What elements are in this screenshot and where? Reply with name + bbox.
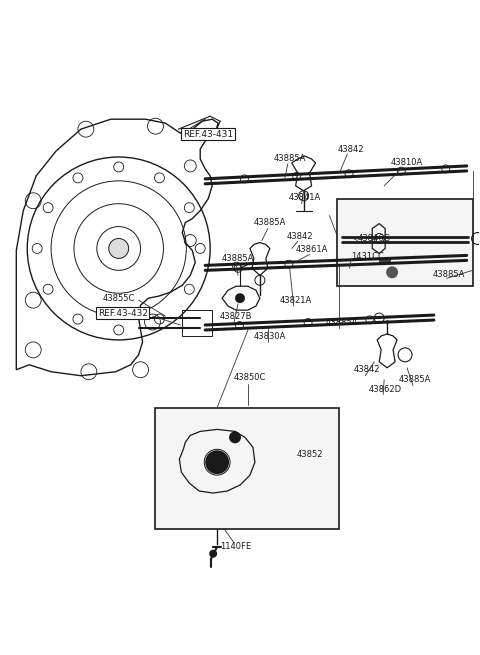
Circle shape (240, 175, 249, 183)
Circle shape (345, 170, 353, 178)
Text: 43821A: 43821A (279, 295, 312, 305)
Text: 43861A: 43861A (295, 245, 328, 254)
Text: 43885A: 43885A (432, 270, 465, 279)
Circle shape (293, 172, 300, 180)
Text: 43846G: 43846G (357, 234, 390, 243)
Circle shape (374, 234, 384, 244)
Circle shape (205, 450, 229, 474)
Circle shape (209, 550, 217, 557)
Circle shape (109, 238, 129, 259)
Text: 43885A: 43885A (274, 155, 306, 164)
Text: 43885A: 43885A (222, 254, 254, 263)
Circle shape (304, 318, 312, 326)
Bar (337, 198, 473, 286)
Text: 43842: 43842 (354, 365, 381, 374)
Text: 43842: 43842 (338, 145, 365, 153)
Text: 1140FE: 1140FE (220, 542, 252, 552)
Circle shape (285, 260, 293, 268)
Text: 43885A: 43885A (325, 318, 358, 327)
Text: 1431CC: 1431CC (351, 252, 384, 261)
Text: 43852: 43852 (296, 450, 323, 458)
Circle shape (236, 322, 243, 329)
Text: 43885A: 43885A (253, 218, 286, 227)
Text: 43830A: 43830A (253, 333, 286, 341)
Text: 43827B: 43827B (220, 312, 252, 320)
Text: 43850C: 43850C (234, 373, 266, 383)
Bar (379, 259, 391, 265)
Text: 43855C: 43855C (103, 293, 135, 303)
Circle shape (405, 255, 413, 263)
Text: 43810A: 43810A (391, 159, 423, 168)
Circle shape (235, 293, 245, 303)
Circle shape (442, 165, 450, 173)
Circle shape (366, 316, 374, 324)
Text: 43885A: 43885A (399, 375, 431, 384)
Text: REF.43-432: REF.43-432 (98, 309, 148, 318)
Circle shape (397, 167, 405, 175)
Text: 43842: 43842 (287, 232, 313, 241)
Circle shape (233, 262, 240, 270)
Circle shape (386, 267, 398, 278)
Text: 43841A: 43841A (288, 193, 321, 202)
Bar (182, 310, 212, 336)
Bar (156, 407, 339, 529)
Text: REF.43-431: REF.43-431 (183, 130, 233, 139)
Text: 43862D: 43862D (369, 385, 402, 394)
Circle shape (345, 258, 353, 266)
Circle shape (229, 432, 241, 443)
